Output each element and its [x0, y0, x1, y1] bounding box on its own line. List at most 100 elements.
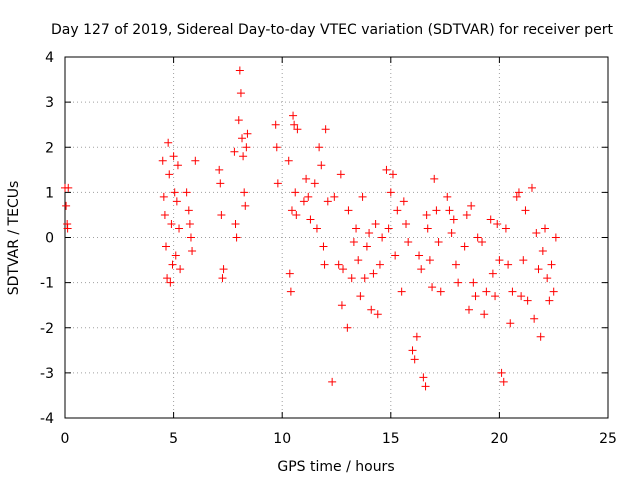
- data-point: [388, 170, 397, 179]
- y-tick-label: -1: [40, 276, 54, 292]
- data-point: [186, 233, 195, 242]
- data-point: [541, 224, 550, 233]
- data-point: [543, 274, 552, 283]
- data-point: [365, 228, 374, 237]
- data-point: [425, 256, 434, 265]
- data-point: [423, 224, 432, 233]
- data-point: [501, 224, 510, 233]
- data-point: [334, 260, 343, 269]
- data-point: [462, 210, 471, 219]
- data-point: [352, 224, 361, 233]
- data-point: [173, 161, 182, 170]
- data-point: [397, 287, 406, 296]
- x-tick-label: 10: [273, 431, 291, 447]
- data-point: [422, 210, 431, 219]
- data-point: [289, 111, 298, 120]
- data-point: [185, 219, 194, 228]
- data-point: [216, 179, 225, 188]
- data-point: [215, 165, 224, 174]
- data-point: [273, 179, 282, 188]
- data-point: [272, 143, 281, 152]
- data-point: [451, 260, 460, 269]
- data-point: [231, 219, 240, 228]
- data-point: [315, 143, 324, 152]
- x-tick-label: 0: [61, 431, 70, 447]
- data-point: [238, 134, 247, 143]
- data-point: [373, 310, 382, 319]
- data-point: [367, 305, 376, 314]
- data-point: [536, 332, 545, 341]
- data-point: [506, 319, 515, 328]
- data-point: [495, 256, 504, 265]
- data-point: [317, 161, 326, 170]
- data-point: [521, 206, 530, 215]
- data-point: [287, 206, 296, 215]
- y-tick-label: -4: [40, 411, 54, 427]
- data-point: [159, 192, 168, 201]
- data-point: [236, 89, 245, 98]
- data-point: [460, 242, 469, 251]
- data-point: [534, 265, 543, 274]
- data-point: [421, 382, 430, 391]
- data-point: [158, 156, 167, 165]
- data-point: [242, 143, 251, 152]
- data-point: [164, 138, 173, 147]
- chart-title: Day 127 of 2019, Sidereal Day-to-day VTE…: [51, 22, 613, 38]
- data-point: [165, 170, 174, 179]
- data-point: [321, 125, 330, 134]
- data-point: [482, 287, 491, 296]
- data-point: [382, 165, 391, 174]
- data-point: [188, 247, 197, 256]
- data-point: [549, 287, 558, 296]
- data-point: [167, 219, 176, 228]
- x-tick-label: 20: [490, 431, 508, 447]
- data-point: [445, 206, 454, 215]
- data-point: [504, 260, 513, 269]
- data-point: [344, 206, 353, 215]
- data-point: [480, 310, 489, 319]
- data-point: [391, 251, 400, 260]
- data-point: [172, 197, 181, 206]
- data-point: [323, 197, 332, 206]
- data-point: [358, 192, 367, 201]
- data-point: [454, 278, 463, 287]
- data-point: [217, 210, 226, 219]
- data-point: [488, 269, 497, 278]
- data-point: [402, 219, 411, 228]
- y-tick-label: 1: [45, 185, 54, 201]
- data-point: [393, 206, 402, 215]
- y-tick-label: -2: [40, 321, 54, 337]
- data-point: [384, 224, 393, 233]
- y-tick-label: 3: [45, 95, 54, 111]
- data-point: [360, 274, 369, 283]
- data-point: [330, 192, 339, 201]
- data-point: [467, 201, 476, 210]
- data-point: [182, 188, 191, 197]
- data-point: [508, 287, 517, 296]
- data-point: [491, 292, 500, 301]
- grid-lines: [64, 56, 609, 419]
- data-point: [499, 377, 508, 386]
- data-point: [471, 292, 480, 301]
- data-point: [547, 260, 556, 269]
- data-point: [378, 233, 387, 242]
- data-point: [175, 224, 184, 233]
- data-point: [302, 174, 311, 183]
- data-point: [464, 305, 473, 314]
- data-point: [443, 192, 452, 201]
- data-point: [356, 292, 365, 301]
- data-point: [519, 256, 528, 265]
- data-point: [447, 228, 456, 237]
- data-point: [191, 156, 200, 165]
- data-point: [241, 201, 250, 210]
- data-point: [218, 274, 227, 283]
- data-point: [271, 120, 280, 129]
- data-point: [486, 215, 495, 224]
- data-point: [493, 219, 502, 228]
- data-point: [285, 269, 294, 278]
- data-point: [336, 170, 345, 179]
- data-point: [375, 260, 384, 269]
- data-point: [292, 210, 301, 219]
- x-tick-label: 25: [599, 431, 617, 447]
